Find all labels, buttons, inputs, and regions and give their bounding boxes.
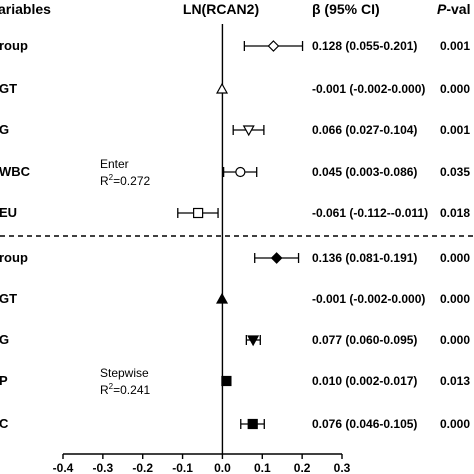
- row-labels: roup 0.128 (0.055-0.201) 0.001 GT -0.001 (-0…: [0, 38, 470, 431]
- point-marker-square-filled: [247, 418, 258, 430]
- beta-ci-value: -0.061 (-0.112--0.011): [312, 206, 428, 220]
- r-squared-letter: R: [100, 174, 109, 188]
- row-label: G: [0, 122, 9, 137]
- beta-ci-value: -0.001 (-0.002-0.000): [312, 82, 425, 96]
- row-label: GT: [0, 81, 17, 96]
- row-label: GT: [0, 291, 17, 306]
- beta-ci-value: 0.076 (0.046-0.105): [312, 417, 417, 431]
- header-beta-ci: β (95% CI): [312, 1, 380, 17]
- x-axis-ticks: -0.4 -0.3 -0.2 -0.1 0.0 0.1 0.2 0.3: [53, 454, 351, 474]
- row-label: EU: [0, 205, 17, 220]
- header-p-suffix: -val: [446, 1, 470, 17]
- p-value: 0.000: [440, 82, 470, 96]
- x-tick-label: -0.3: [93, 461, 114, 474]
- r-squared-value: =0.272: [113, 174, 150, 188]
- beta-ci-value: 0.136 (0.081-0.191): [312, 251, 417, 265]
- p-value: 0.018: [440, 206, 470, 220]
- p-value: 0.035: [440, 165, 470, 179]
- beta-ci-value: 0.066 (0.027-0.104): [312, 123, 417, 137]
- p-value: 0.000: [440, 417, 470, 431]
- point-marker-triangle-up-open: [216, 82, 229, 94]
- p-value: 0.000: [440, 292, 470, 306]
- p-value: 0.001: [440, 39, 470, 53]
- p-value: 0.013: [440, 374, 470, 388]
- x-tick-label: 0.3: [334, 461, 351, 474]
- header-outcome: LN(RCAN2): [183, 1, 259, 17]
- header-p-letter: P: [437, 1, 447, 17]
- x-tick-label: -0.2: [132, 461, 153, 474]
- forest-marks: [177, 24, 304, 454]
- r-squared-superscript: 2: [109, 382, 114, 391]
- p-value: 0.000: [440, 333, 470, 347]
- beta-ci-value: 0.077 (0.060-0.095): [312, 333, 417, 347]
- row-label: G: [0, 332, 9, 347]
- r-squared-superscript: 2: [109, 173, 114, 182]
- point-marker-triangle-down-filled: [247, 335, 260, 347]
- point-marker-triangle-up-filled: [216, 292, 229, 304]
- point-marker-square-open: [193, 207, 204, 219]
- point-marker-diamond-open: [267, 40, 280, 52]
- x-tick-label: -0.1: [172, 461, 193, 474]
- row-label: C: [0, 416, 9, 431]
- row-label: P: [0, 373, 8, 388]
- r-squared-label: R2=0.272: [100, 173, 150, 188]
- beta-ci-value: 0.010 (0.002-0.017): [312, 374, 417, 388]
- p-value: 0.000: [440, 251, 470, 265]
- x-tick-label: 0.1: [254, 461, 271, 474]
- r-squared-label: R2=0.241: [100, 382, 150, 397]
- x-tick-label: -0.4: [53, 461, 74, 474]
- p-value: 0.001: [440, 123, 470, 137]
- point-marker-circle-open: [235, 166, 246, 178]
- point-marker-triangle-down-open: [242, 125, 255, 137]
- method-label: Enter: [100, 157, 129, 171]
- x-tick-label: 0.2: [294, 461, 311, 474]
- row-label: roup: [0, 250, 28, 265]
- row-label: WBC: [0, 164, 31, 179]
- r-squared-value: =0.241: [113, 383, 150, 397]
- beta-ci-value: 0.045 (0.003-0.086): [312, 165, 417, 179]
- beta-ci-value: -0.001 (-0.002-0.000): [312, 292, 425, 306]
- point-marker-square-filled: [221, 375, 232, 387]
- x-tick-label: 0.0: [214, 461, 231, 474]
- header-variables: ariables: [0, 1, 51, 17]
- row-label: roup: [0, 38, 28, 53]
- method-label: Stepwise: [100, 366, 149, 380]
- beta-ci-value: 0.128 (0.055-0.201): [312, 39, 417, 53]
- header-p-value: P-val: [437, 1, 470, 17]
- r-squared-letter: R: [100, 383, 109, 397]
- point-marker-diamond-filled: [270, 252, 283, 264]
